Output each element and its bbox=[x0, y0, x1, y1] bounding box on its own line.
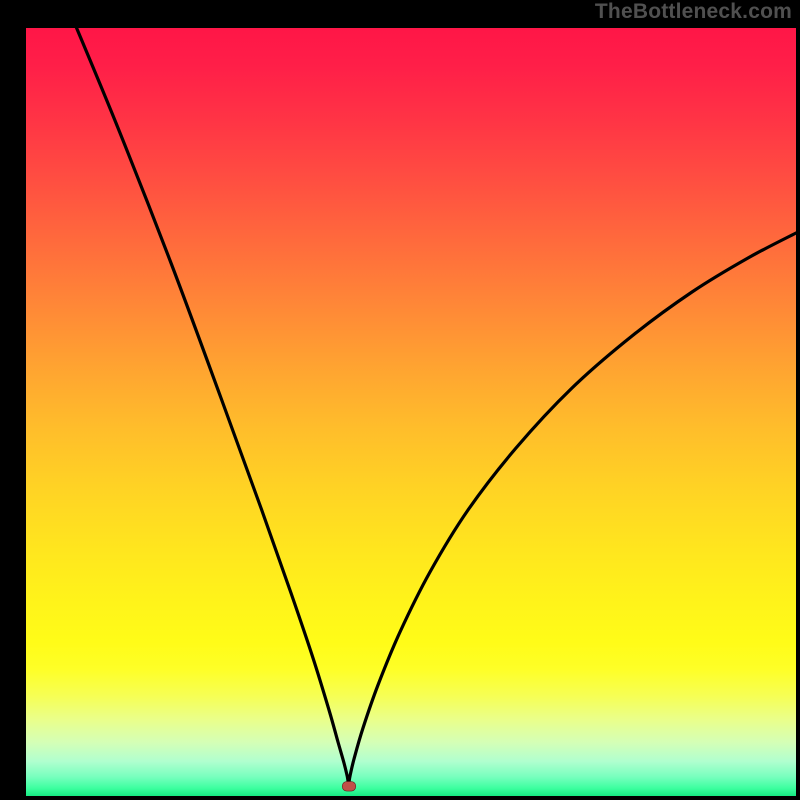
frame-border bbox=[0, 796, 800, 800]
optimal-marker bbox=[342, 782, 356, 792]
gradient-background bbox=[26, 28, 796, 796]
frame-border bbox=[796, 0, 800, 800]
chart-area bbox=[26, 28, 796, 796]
watermark-text: TheBottleneck.com bbox=[595, 0, 792, 24]
chart-svg bbox=[26, 28, 796, 796]
frame-border bbox=[0, 0, 26, 800]
